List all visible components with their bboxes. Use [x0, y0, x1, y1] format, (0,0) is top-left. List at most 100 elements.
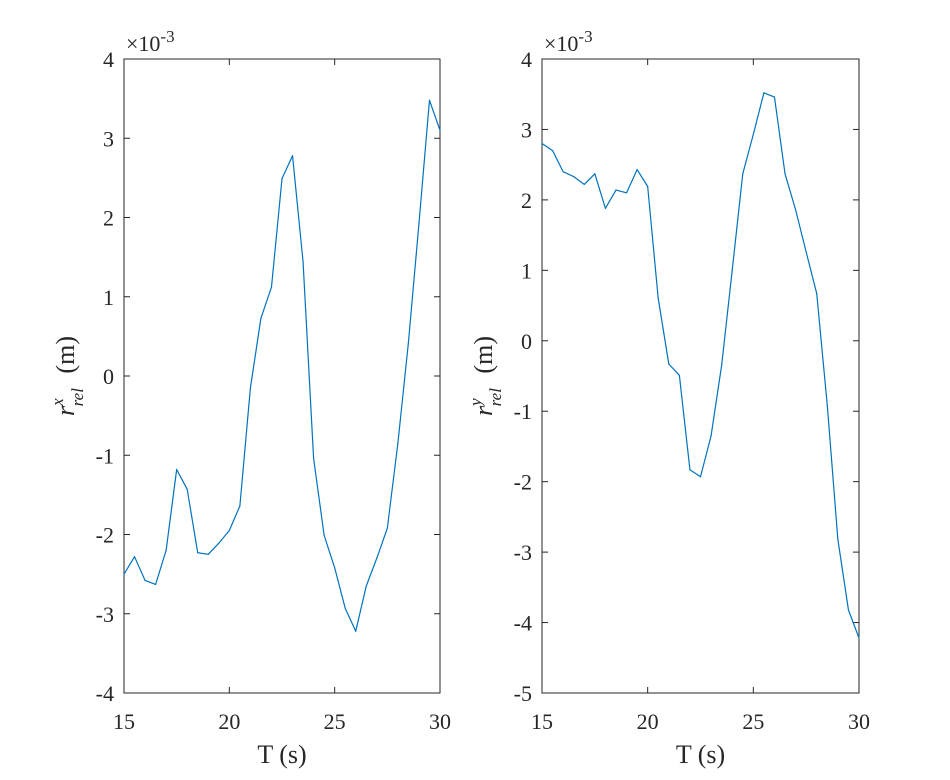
chart-0-series-0-point-30 [439, 129, 441, 131]
chart-0-series-0-point-14 [270, 286, 273, 288]
chart-0-series-0-point-20 [334, 567, 336, 569]
chart-1-series-0-point-26 [816, 292, 818, 295]
chart-1-series-0-point-1 [551, 149, 554, 152]
chart-0-series-0-point-29 [428, 99, 431, 101]
chart-0-ytick-label-3: -1 [96, 443, 114, 468]
chart-0-ytick-label-1: -3 [96, 602, 114, 627]
chart-1-series-0-point-6 [604, 207, 607, 209]
chart-0-series-0-point-21 [344, 607, 346, 609]
chart-0-series-0-point-0 [123, 573, 125, 575]
chart-1-series-0-point-22 [773, 96, 776, 98]
chart-1-series-line-0 [541, 92, 860, 639]
chart-0-series-line-0 [123, 99, 441, 632]
chart-1-xtick-label-0: 15 [531, 709, 553, 734]
chart-1-ytick-label-6: 1 [521, 258, 532, 283]
chart-0-series-0-point-25 [386, 527, 388, 529]
chart-0-series-0-point-15 [281, 178, 283, 180]
chart-1-series-0-point-23 [784, 173, 786, 175]
chart-1-series-0-point-28 [837, 538, 839, 541]
left-subplot: 15 20 25 30 -4 -3 -2 -1 0 1 2 3 4 ×10-3 T (s) rxrel (m) [48, 27, 451, 769]
chart-0-series-0-point-9 [218, 542, 220, 544]
chart-1-series-0-point-10 [647, 185, 649, 188]
chart-0-series-0-point-10 [228, 529, 230, 532]
chart-1-axes-box [541, 58, 860, 694]
chart-1-series-0-point-15 [699, 476, 702, 478]
chart-1-xtick-label-2: 25 [742, 709, 764, 734]
chart-0-xtick-label-2: 25 [324, 709, 346, 734]
chart-0-series-0-point-11 [239, 505, 241, 507]
chart-0-ytick-label-6: 2 [103, 206, 114, 231]
chart-0-ytick-label-8: 4 [103, 47, 114, 72]
chart-0-series-0-point-7 [197, 552, 199, 554]
chart-1-ytick-label-2: -3 [514, 540, 532, 565]
chart-0-series-0-point-4 [165, 549, 167, 551]
chart-0-series-0-point-12 [249, 387, 251, 389]
chart-0-xtick-label-1: 20 [218, 709, 240, 734]
chart-1-ytick-label-4: -1 [514, 399, 532, 424]
chart-1-series-0-point-11 [657, 297, 659, 300]
chart-0-series-0-point-3 [155, 583, 157, 586]
chart-0-ytick-label-4: 0 [103, 364, 114, 389]
chart-0-axes-box [123, 58, 441, 694]
chart-1-yaxis-label: ryrel (m) [466, 336, 505, 416]
right-subplot: 15 20 25 30 -5 -4 -3 -2 -1 0 1 2 3 4 ×10-3 T (s) ryrel (… [466, 27, 870, 769]
chart-1-series-0-point-25 [805, 251, 807, 253]
chart-1-series-0-point-29 [847, 609, 850, 611]
chart-0-series-0-point-1 [133, 556, 136, 558]
chart-0-exponent-label: ×10-3 [126, 27, 175, 56]
chart-0-series-0-point-17 [302, 261, 304, 263]
chart-1-series-0-point-12 [668, 363, 670, 365]
chart-1-ytick-label-5: 0 [521, 329, 532, 354]
chart-0-series-0-point-18 [313, 457, 315, 460]
chart-1-series-0-point-9 [636, 169, 638, 171]
chart-0-series-0-point-23 [365, 585, 367, 587]
chart-1-series-0-point-24 [795, 209, 797, 211]
chart-1-exponent-label: ×10-3 [544, 27, 593, 56]
chart-1-ytick-label-0: -5 [514, 681, 532, 706]
chart-0-series-0-point-22 [355, 630, 357, 632]
chart-0-ytick-label-2: -2 [96, 523, 114, 548]
chart-1-xtick-label-1: 20 [637, 709, 659, 734]
chart-0-series-0-point-26 [397, 442, 399, 444]
chart-1-ytick-label-1: -4 [514, 611, 532, 636]
chart-1-series-0-point-13 [678, 374, 680, 376]
chart-1-series-0-point-17 [721, 364, 723, 367]
chart-0-ytick-label-5: 1 [103, 285, 114, 310]
chart-1-ytick-label-7: 2 [521, 188, 532, 213]
chart-1-ytick-label-3: -2 [514, 470, 532, 495]
chart-1-series-0-point-14 [689, 469, 691, 471]
chart-1-xaxis-label: T (s) [676, 740, 725, 769]
chart-1-series-0-point-7 [615, 189, 617, 191]
chart-1-series-0-point-4 [583, 183, 585, 185]
chart-0-series-0-point-27 [407, 342, 409, 344]
chart-0-xaxis-label: T (s) [257, 740, 306, 769]
chart-1-ytick-label-9: 4 [521, 47, 532, 72]
chart-1-ytick-label-8: 3 [521, 117, 532, 142]
chart-0-ytick-label-7: 3 [103, 126, 114, 151]
chart-0-ytick-label-0: -4 [96, 681, 114, 706]
chart-1-series-0-point-0 [541, 142, 543, 145]
chart-0-series-0-point-5 [176, 468, 178, 471]
chart-0-xtick-label-0: 15 [113, 709, 135, 734]
chart-0-series-0-point-6 [186, 488, 188, 490]
chart-1-xtick-label-3: 30 [848, 709, 870, 734]
chart-0-series-0-point-8 [207, 553, 209, 555]
chart-0-series-0-point-2 [144, 579, 146, 582]
chart-1-series-0-point-19 [742, 173, 744, 175]
chart-1-series-0-point-8 [625, 192, 628, 194]
chart-1-series-0-point-30 [858, 637, 860, 639]
chart-0-series-0-point-28 [418, 223, 420, 225]
chart-1-series-0-point-27 [826, 404, 828, 407]
chart-0-yaxis-label: rxrel (m) [48, 336, 87, 416]
chart-1-series-0-point-2 [562, 171, 564, 173]
chart-1-series-0-point-21 [763, 92, 765, 94]
chart-1-series-0-point-18 [731, 269, 733, 271]
chart-0-series-0-point-24 [376, 557, 378, 559]
chart-1-series-0-point-20 [752, 133, 754, 135]
chart-0-xtick-label-3: 30 [429, 709, 451, 734]
chart-1-series-0-point-3 [573, 176, 575, 178]
chart-1-series-0-point-16 [710, 435, 712, 437]
chart-0-series-0-point-16 [291, 155, 294, 157]
chart-0-series-0-point-13 [260, 317, 262, 319]
